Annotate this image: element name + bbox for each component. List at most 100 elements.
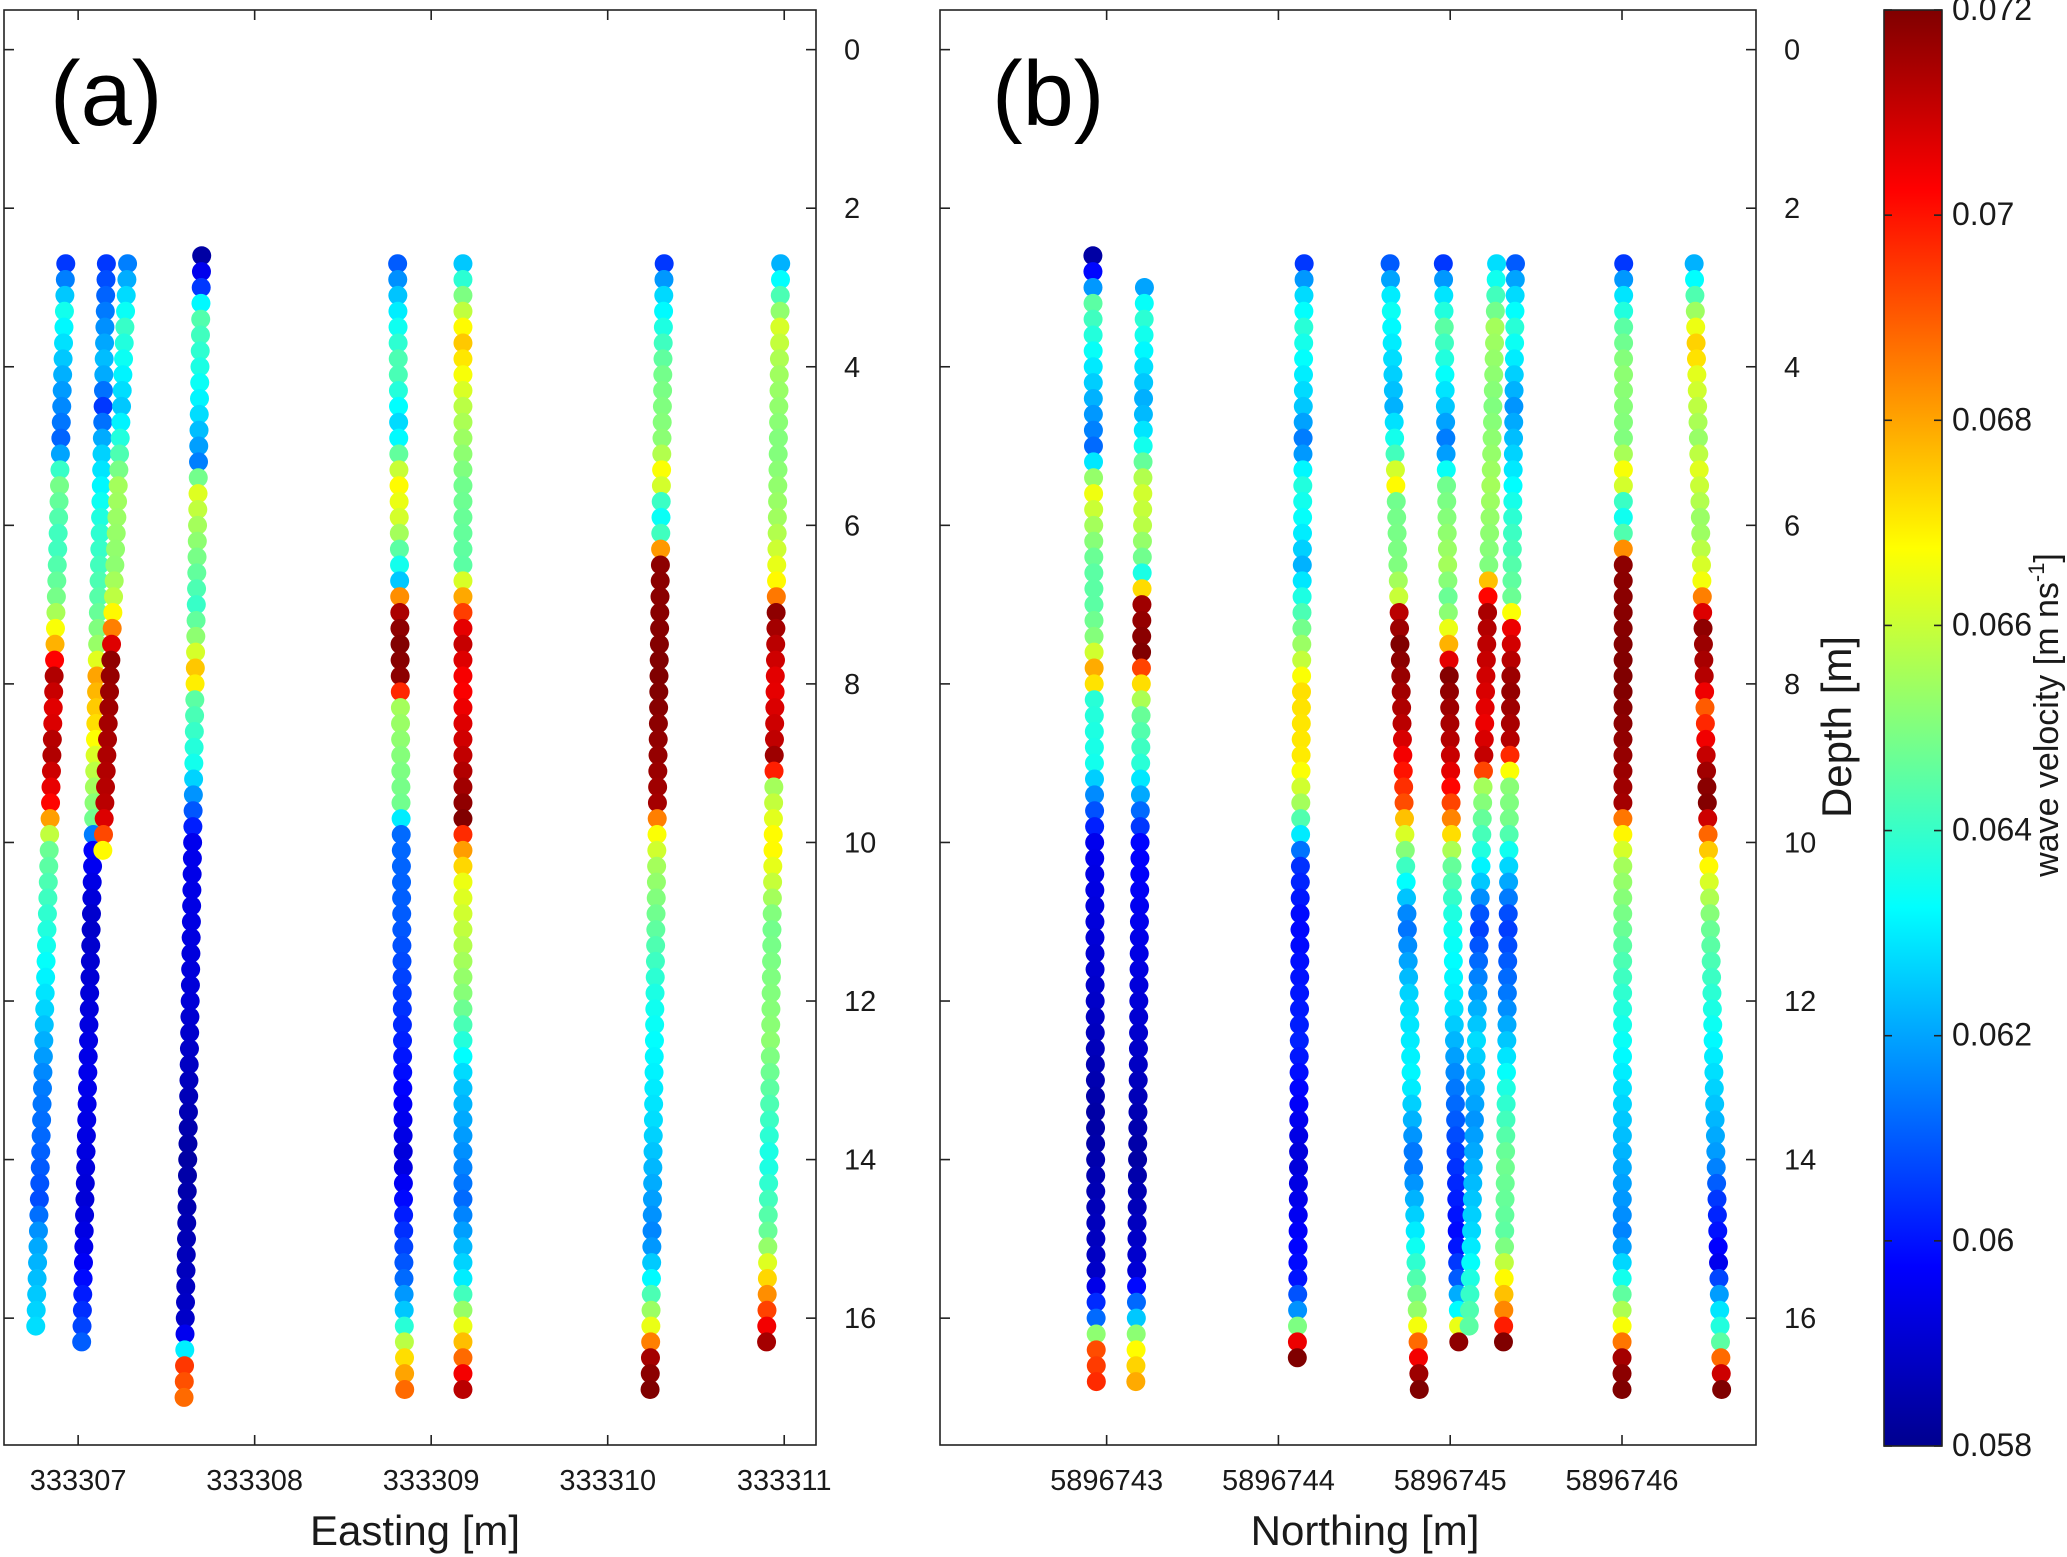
data-point <box>1289 1158 1309 1178</box>
data-point <box>1397 888 1417 908</box>
data-point <box>643 1158 663 1178</box>
data-point <box>650 587 670 607</box>
data-point <box>1385 444 1405 464</box>
data-point <box>453 285 473 305</box>
data-point <box>1472 809 1492 829</box>
data-point <box>114 349 134 369</box>
data-point <box>1464 1110 1484 1130</box>
data-point <box>1401 1047 1421 1067</box>
data-point <box>55 270 75 290</box>
y-tick-label: 14 <box>1784 1145 1816 1177</box>
data-point <box>1434 333 1454 353</box>
data-point <box>1408 1332 1428 1352</box>
data-point <box>453 809 473 829</box>
data-point <box>1495 1221 1515 1241</box>
data-point <box>1396 856 1416 876</box>
data-point <box>1439 618 1459 638</box>
data-point <box>653 381 673 401</box>
data-point <box>760 1062 780 1082</box>
data-point <box>38 872 58 892</box>
data-point <box>1086 1165 1106 1185</box>
data-point <box>1085 848 1105 868</box>
data-point <box>645 1015 665 1035</box>
data-point <box>393 1126 413 1146</box>
data-point <box>1695 714 1715 734</box>
x-tick-label: 333308 <box>206 1465 303 1497</box>
data-point <box>1445 1094 1465 1114</box>
data-point <box>179 1086 199 1106</box>
data-point <box>95 301 115 321</box>
data-point <box>1447 1221 1467 1241</box>
data-point <box>1613 603 1633 623</box>
data-point <box>390 618 410 638</box>
data-point <box>1710 1300 1730 1320</box>
data-point <box>1390 634 1410 654</box>
data-point <box>453 523 473 543</box>
data-point <box>1433 254 1453 274</box>
data-point <box>1134 293 1154 313</box>
data-point <box>181 959 201 979</box>
colorbar-tick-label: 0.07 <box>1952 196 2014 232</box>
data-point <box>1690 492 1710 512</box>
data-point <box>1385 428 1405 448</box>
data-point <box>1467 1031 1486 1051</box>
data-point <box>647 825 667 845</box>
panel-a-x-axis-label: Easting [m] <box>310 1507 520 1554</box>
data-point <box>49 492 69 512</box>
data-point <box>1389 587 1409 607</box>
data-point <box>1086 1292 1106 1312</box>
data-point <box>1085 1039 1105 1059</box>
data-point <box>79 1031 99 1051</box>
data-point <box>32 1094 52 1114</box>
data-point <box>1502 587 1522 607</box>
data-point <box>453 618 473 638</box>
data-point <box>453 888 473 908</box>
data-point <box>1439 634 1459 654</box>
data-point <box>1499 809 1519 829</box>
data-point <box>1129 991 1149 1011</box>
data-point <box>453 317 473 337</box>
data-point <box>1613 444 1633 464</box>
data-point <box>1291 793 1311 813</box>
data-point <box>112 396 132 416</box>
data-point <box>98 714 118 734</box>
data-point <box>1480 492 1500 512</box>
panel-b-frame <box>939 9 1757 1446</box>
data-point <box>1288 1284 1308 1304</box>
data-point <box>395 1364 415 1384</box>
data-point <box>1612 1189 1632 1209</box>
data-point <box>1479 539 1499 559</box>
data-point <box>453 270 473 290</box>
data-point <box>761 1015 781 1035</box>
data-point <box>77 1110 97 1130</box>
data-point <box>1440 745 1460 765</box>
data-point <box>453 682 473 702</box>
data-point <box>37 904 57 924</box>
data-point <box>1476 682 1496 702</box>
data-point <box>1131 674 1151 694</box>
data-point <box>190 373 210 393</box>
data-point <box>1446 1110 1466 1130</box>
data-point <box>1134 388 1154 408</box>
data-point <box>1404 1189 1424 1209</box>
data-point <box>94 349 114 369</box>
data-point <box>769 381 789 401</box>
data-point <box>1384 412 1404 432</box>
data-point <box>93 381 113 401</box>
data-point <box>1401 1078 1421 1098</box>
data-point <box>453 1284 473 1304</box>
data-point <box>1612 1062 1632 1082</box>
data-point <box>89 571 109 591</box>
data-point <box>646 920 666 940</box>
data-point <box>78 1062 98 1082</box>
data-point <box>1083 404 1103 424</box>
data-point <box>1494 1300 1514 1320</box>
data-point <box>770 301 790 321</box>
data-point <box>1446 1142 1466 1162</box>
data-point <box>1084 468 1104 488</box>
data-point <box>1399 999 1419 1019</box>
data-point <box>390 666 410 686</box>
data-point <box>1474 745 1494 765</box>
data-point <box>1293 492 1313 512</box>
data-point <box>192 246 212 266</box>
